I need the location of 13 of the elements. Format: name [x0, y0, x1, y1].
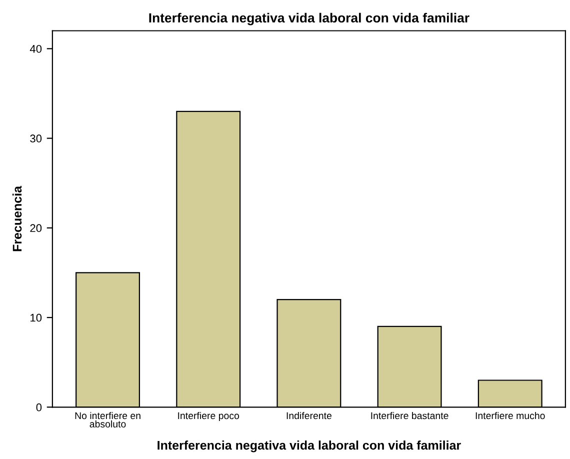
- x-tick-label: Interfiere mucho: [476, 412, 545, 420]
- y-tick-label: 40: [30, 44, 42, 53]
- y-tick-label: 20: [30, 224, 42, 232]
- y-tick-label: 10: [30, 314, 42, 322]
- x-axis-title: Interferencia negativa vida laboral con vida familiar: [158, 440, 461, 452]
- x-tick-label: Interfiere bastante: [371, 412, 448, 420]
- y-tick-label: 0: [36, 403, 42, 412]
- x-tick-label: Interfiere poco: [178, 412, 240, 422]
- y-axis-title: Frecuencia: [12, 186, 22, 252]
- x-tick-label: No interfiere en absoluto: [75, 412, 140, 428]
- chart-title: Interferencia negativa vida laboral con vida familiar: [149, 12, 470, 26]
- y-tick-label: 30: [30, 134, 42, 142]
- x-tick-label: Indiferente: [286, 412, 332, 420]
